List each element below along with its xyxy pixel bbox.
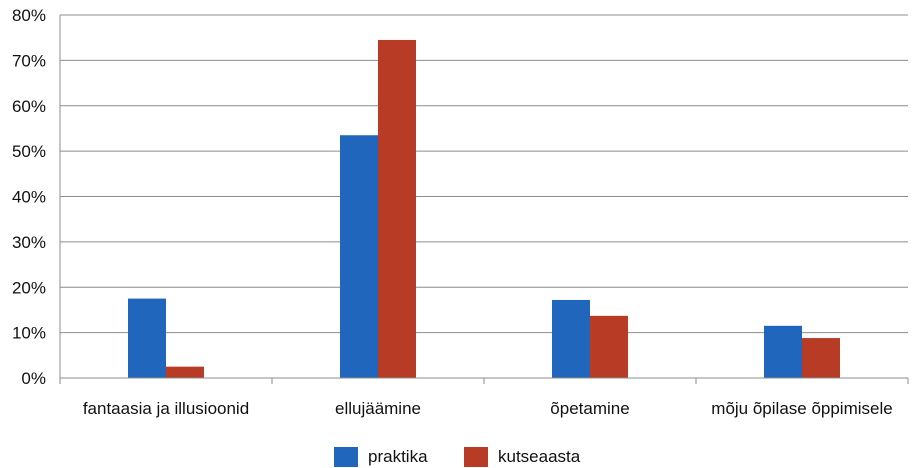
bar-kutseaasta	[166, 366, 204, 378]
legend-swatch-praktika	[334, 447, 358, 467]
y-tick-label: 40%	[12, 188, 46, 207]
category-label: ellujäämine	[335, 399, 421, 418]
bar-praktika	[340, 135, 378, 378]
category-label: mõju õpilase õppimisele	[711, 399, 892, 418]
bar-kutseaasta	[378, 39, 416, 379]
bar-praktika	[552, 299, 590, 378]
category-label: õpetamine	[550, 399, 629, 418]
legend-swatch-kutseaasta	[464, 447, 488, 467]
bar-kutseaasta	[802, 338, 840, 378]
legend-label-praktika: praktika	[368, 447, 428, 466]
y-axis: 0% 10% 20% 30% 40% 50% 60% 70% 80%	[12, 6, 61, 388]
y-tick-label: 50%	[12, 142, 46, 161]
y-tick-label: 70%	[12, 51, 46, 70]
y-tick-label: 10%	[12, 324, 46, 343]
bar-praktika	[128, 298, 166, 378]
legend: praktika kutseaasta	[334, 447, 581, 467]
y-tick-label: 60%	[12, 97, 46, 116]
category-label: fantaasia ja illusioonid	[83, 399, 249, 418]
gridlines	[60, 14, 908, 334]
legend-label-kutseaasta: kutseaasta	[498, 447, 581, 466]
bar-kutseaasta	[590, 315, 628, 378]
y-tick-label: 30%	[12, 233, 46, 252]
y-tick-label: 20%	[12, 278, 46, 297]
bar-praktika	[764, 325, 802, 378]
y-tick-label: 0%	[21, 369, 46, 388]
x-axis: fantaasia ja illusioonid ellujäämine õpeta…	[59, 377, 909, 418]
y-tick-label: 80%	[12, 6, 46, 25]
bars	[128, 39, 840, 379]
